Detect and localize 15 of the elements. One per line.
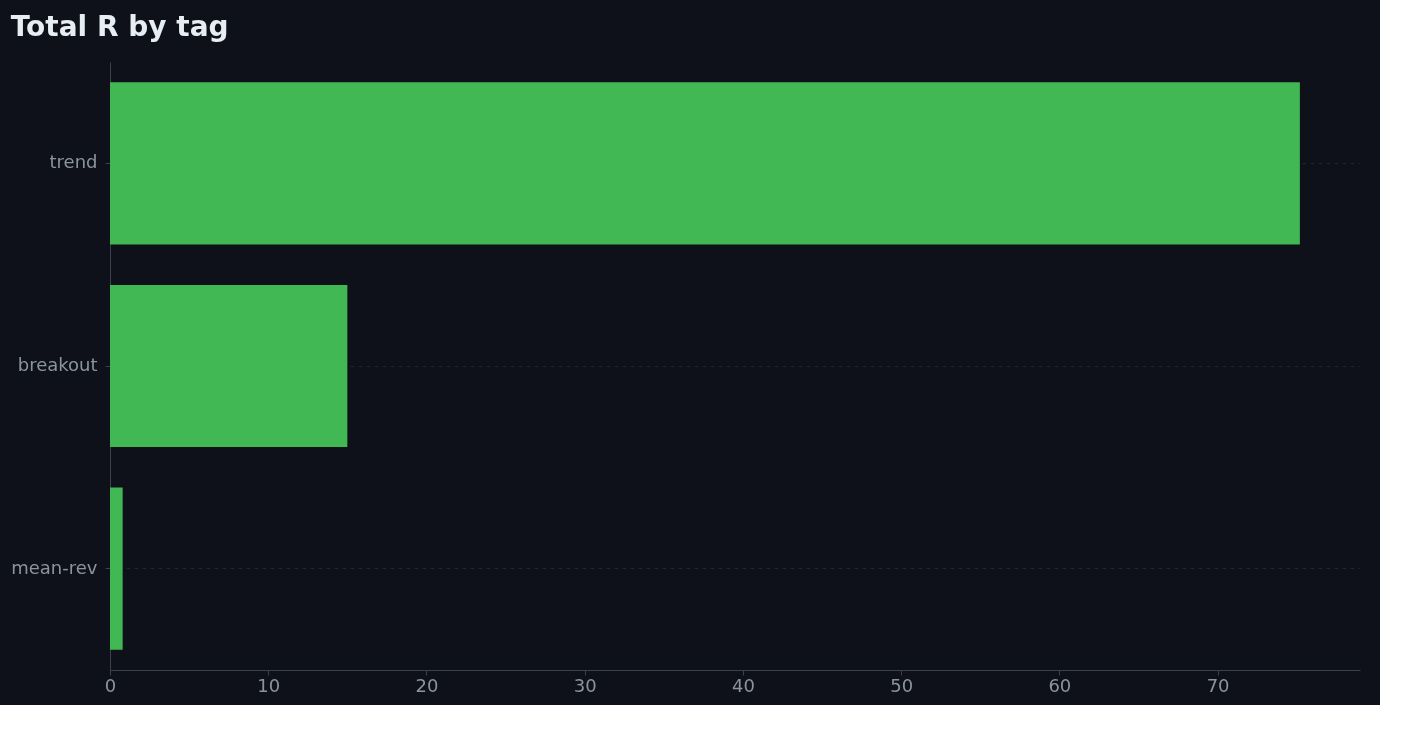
x-tick-label: 10 [257,674,281,696]
x-tick-label: 70 [1206,674,1230,696]
chart-title: Total R by tag [10,10,229,43]
bar [110,487,123,650]
x-tick-label: 50 [890,674,914,696]
bar [110,284,348,448]
x-tick-label: 60 [1048,674,1072,696]
y-tick-label: trend [49,151,98,173]
y-tick-label: mean-rev [11,556,98,578]
bar [110,82,1300,245]
x-tick-label: 20 [415,674,439,696]
x-tick-label: 30 [573,674,597,696]
y-tick-label: breakout [17,354,98,375]
x-tick-label: 0 [104,674,117,696]
x-tick-label: 40 [731,674,755,696]
